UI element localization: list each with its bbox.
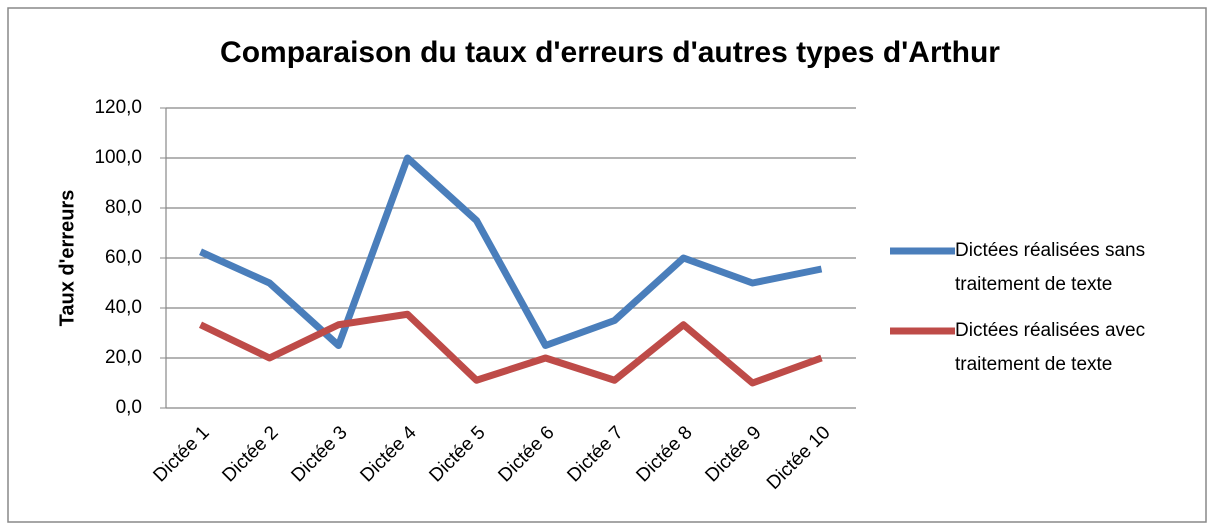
y-axis-label: Taux d'erreurs: [56, 190, 78, 327]
series-line: [198, 310, 823, 387]
chart-border: [7, 7, 1207, 523]
y-tick-label: 20,0: [105, 347, 142, 368]
legend-label: Dictées réalisées sans traitement de tex…: [955, 240, 1146, 295]
chart-title: Comparaison du taux d'erreurs d'autres t…: [220, 36, 1000, 69]
y-tick-label: 80,0: [105, 197, 142, 218]
y-tick-label: 40,0: [105, 297, 142, 318]
y-tick-label: 60,0: [105, 247, 142, 268]
y-tick-label: 120,0: [94, 97, 142, 118]
y-tick-label: 100,0: [94, 147, 142, 168]
series-line: [199, 154, 823, 349]
legend-label: Dictées réalisées avec traitement de tex…: [955, 320, 1146, 375]
y-tick-label: 0,0: [116, 397, 142, 418]
